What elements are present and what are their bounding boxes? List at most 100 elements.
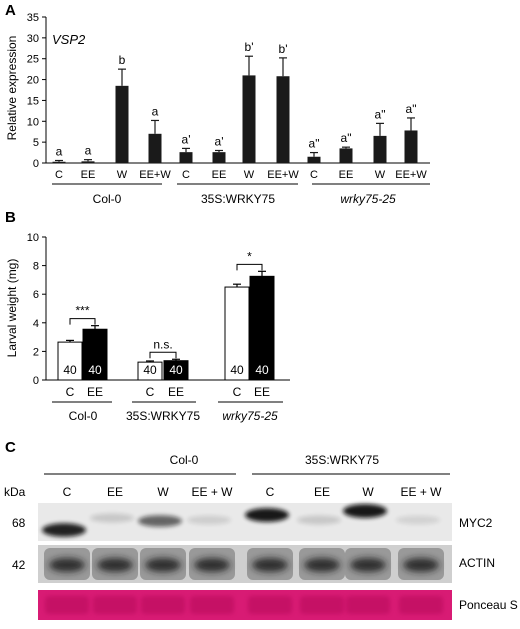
bar-b [57, 341, 83, 381]
myc2-band [245, 508, 289, 522]
bars-b: 40 40 *** 40 40 n.s. 40 40 * [57, 249, 275, 381]
n-label: 40 [63, 363, 77, 377]
category-labels-a: C EE W EE+W C EE W EE+W C EE W EE+W [55, 169, 427, 181]
y-tick-label-a: 15 [27, 95, 39, 107]
category-label-a: EE+W [139, 169, 171, 181]
bar-a [404, 130, 418, 163]
myc2-band [138, 515, 182, 527]
bar-a [373, 135, 387, 163]
significance-letter-a: a [152, 104, 159, 118]
ponceau-bands [45, 596, 443, 614]
y-tick-label-a: 10 [27, 116, 39, 128]
bar-a [212, 152, 226, 163]
ponceau-band [93, 596, 137, 614]
significance-letter-a: a [56, 144, 63, 158]
category-label-a: EE [81, 169, 96, 181]
lane-label: EE [314, 485, 330, 499]
category-label-a: EE+W [267, 169, 299, 181]
kda-label: kDa [4, 485, 26, 499]
y-ticks-b: 0 2 4 6 8 10 [27, 232, 46, 387]
myc2-blot-strip [38, 503, 452, 541]
y-axis-label-a: Relative expression [5, 36, 19, 141]
group-label-mutant-b: wrky75-25 [222, 409, 278, 423]
significance-letter-a: a' [182, 132, 191, 146]
lane-label: EE [107, 485, 123, 499]
actin-band [97, 558, 133, 572]
y-ticks-a: 0 5 10 15 20 25 30 35 [27, 12, 46, 170]
myc2-bands [42, 504, 440, 537]
category-label-a: C [55, 169, 63, 181]
significance-letter-a: b [119, 53, 126, 67]
significance-bracket-b [69, 318, 96, 325]
category-label-a: EE [339, 169, 354, 181]
category-label-b: C [233, 385, 242, 399]
bar-b [249, 275, 275, 381]
blot-lane-labels: C EE W EE + W C EE W EE + W [63, 485, 443, 499]
bar-a [81, 161, 95, 163]
category-label-a: EE+W [395, 169, 427, 181]
group-label-wrky75-a: 35S:WRKY75 [201, 192, 275, 206]
lane-label: C [63, 485, 72, 499]
ponceau-band [300, 596, 344, 614]
myc2-label: MYC2 [459, 516, 493, 530]
y-tick-label-a: 30 [27, 33, 39, 45]
actin-band [350, 558, 386, 572]
kda-68: 68 [12, 516, 26, 530]
actin-band [49, 558, 85, 572]
panel-label-b: B [5, 209, 16, 226]
bar-a [339, 148, 353, 163]
bar-a [179, 152, 193, 163]
blot-group-wrky75: 35S:WRKY75 [305, 453, 379, 467]
bar-a [115, 85, 129, 163]
significance-letter-a: a' [215, 134, 224, 148]
category-label-b: EE [87, 385, 103, 399]
y-tick-label-b: 0 [33, 375, 39, 387]
gene-label: VSP2 [52, 32, 86, 47]
actin-band [403, 558, 439, 572]
significance-mark-b: *** [75, 304, 89, 318]
myc2-band [297, 515, 341, 525]
bar-a [242, 75, 256, 163]
significance-letter-a: a [85, 144, 92, 158]
lane-label: W [362, 485, 374, 499]
actin-band [145, 558, 181, 572]
ponceau-band [248, 596, 292, 614]
category-label-b: C [66, 385, 75, 399]
panel-c: C Col-0 35S:WRKY75 kDa C EE W EE + W C EE W EE … [4, 439, 518, 620]
lane-label: W [157, 485, 169, 499]
lane-label: EE + W [191, 485, 233, 499]
ponceau-band [141, 596, 185, 614]
bar-a [52, 161, 66, 163]
actin-band [304, 558, 340, 572]
group-label-col0-b: Col-0 [69, 409, 98, 423]
significance-letter-a: a" [375, 107, 386, 121]
bar-a [276, 76, 290, 163]
significance-letter-a: a" [406, 102, 417, 116]
significance-bracket-b [236, 263, 263, 271]
bar-b [224, 286, 250, 381]
y-tick-label-a: 35 [27, 12, 39, 24]
y-tick-label-b: 10 [27, 232, 39, 244]
actin-band [194, 558, 230, 572]
ponceau-band [399, 596, 443, 614]
category-label-a: W [117, 169, 128, 181]
y-axis-label-b: Larval weight (mg) [5, 259, 19, 358]
y-tick-label-a: 25 [27, 54, 39, 66]
myc2-band [187, 515, 231, 525]
actin-label: ACTIN [459, 556, 495, 570]
significance-letter-a: b' [245, 40, 254, 54]
significance-bracket-b [149, 351, 177, 359]
y-tick-label-b: 4 [33, 318, 39, 330]
significance-mark-b: n.s. [153, 337, 172, 351]
y-tick-label-b: 6 [33, 289, 39, 301]
y-tick-label-a: 20 [27, 75, 39, 87]
y-tick-label-a: 5 [33, 137, 39, 149]
significance-letter-a: a" [309, 137, 320, 151]
myc2-band [90, 513, 134, 523]
category-label-b: EE [254, 385, 270, 399]
n-label: 40 [230, 363, 244, 377]
bar-b [82, 328, 108, 381]
category-label-a: W [375, 169, 386, 181]
category-labels-b: C EE C EE C EE [66, 385, 270, 399]
